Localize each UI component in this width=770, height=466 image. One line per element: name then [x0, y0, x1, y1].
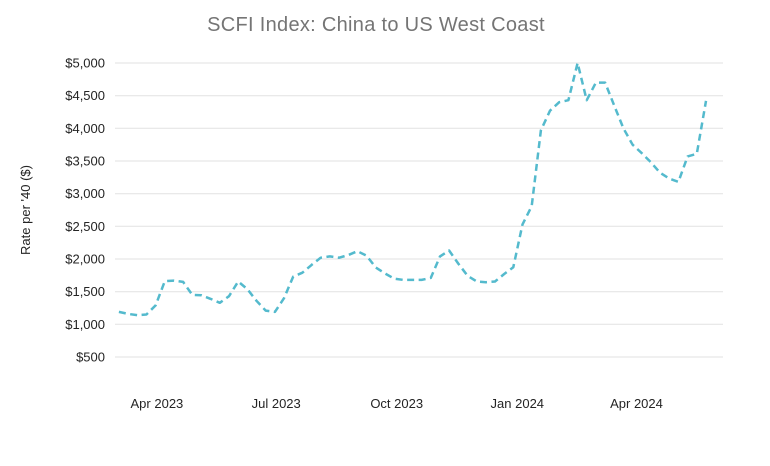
- y-tick-label: $2,000: [65, 252, 105, 267]
- x-tick-label: Apr 2024: [610, 396, 663, 411]
- x-tick-label: Apr 2023: [131, 396, 184, 411]
- y-tick-label: $500: [76, 350, 105, 365]
- series-line-scfi: [118, 61, 708, 317]
- y-tick-label: $1,500: [65, 284, 105, 299]
- y-tick-label: $1,000: [65, 317, 105, 332]
- x-tick-label: Oct 2023: [370, 396, 423, 411]
- y-tick-label: $2,500: [65, 219, 105, 234]
- y-axis-tick-labels: $5,000 $4,500 $4,000 $3,500 $3,000 $2,500 $2,0…: [65, 56, 105, 365]
- x-axis-tick-labels: Apr 2023 Jul 2023 Oct 2023 Jan 2024 Apr 2024: [131, 396, 663, 411]
- y-tick-label: $3,000: [65, 186, 105, 201]
- gridlines-group: [115, 62, 723, 358]
- x-tick-label: Jul 2023: [252, 396, 301, 411]
- y-tick-label: $3,500: [65, 154, 105, 169]
- y-axis-title: Rate per '40 ($): [18, 165, 33, 255]
- y-tick-label: $4,500: [65, 88, 105, 103]
- x-tick-label: Jan 2024: [491, 396, 545, 411]
- y-tick-label: $5,000: [65, 56, 105, 71]
- y-tick-label: $4,000: [65, 121, 105, 136]
- chart-title: SCFI Index: China to US West Coast: [207, 14, 545, 36]
